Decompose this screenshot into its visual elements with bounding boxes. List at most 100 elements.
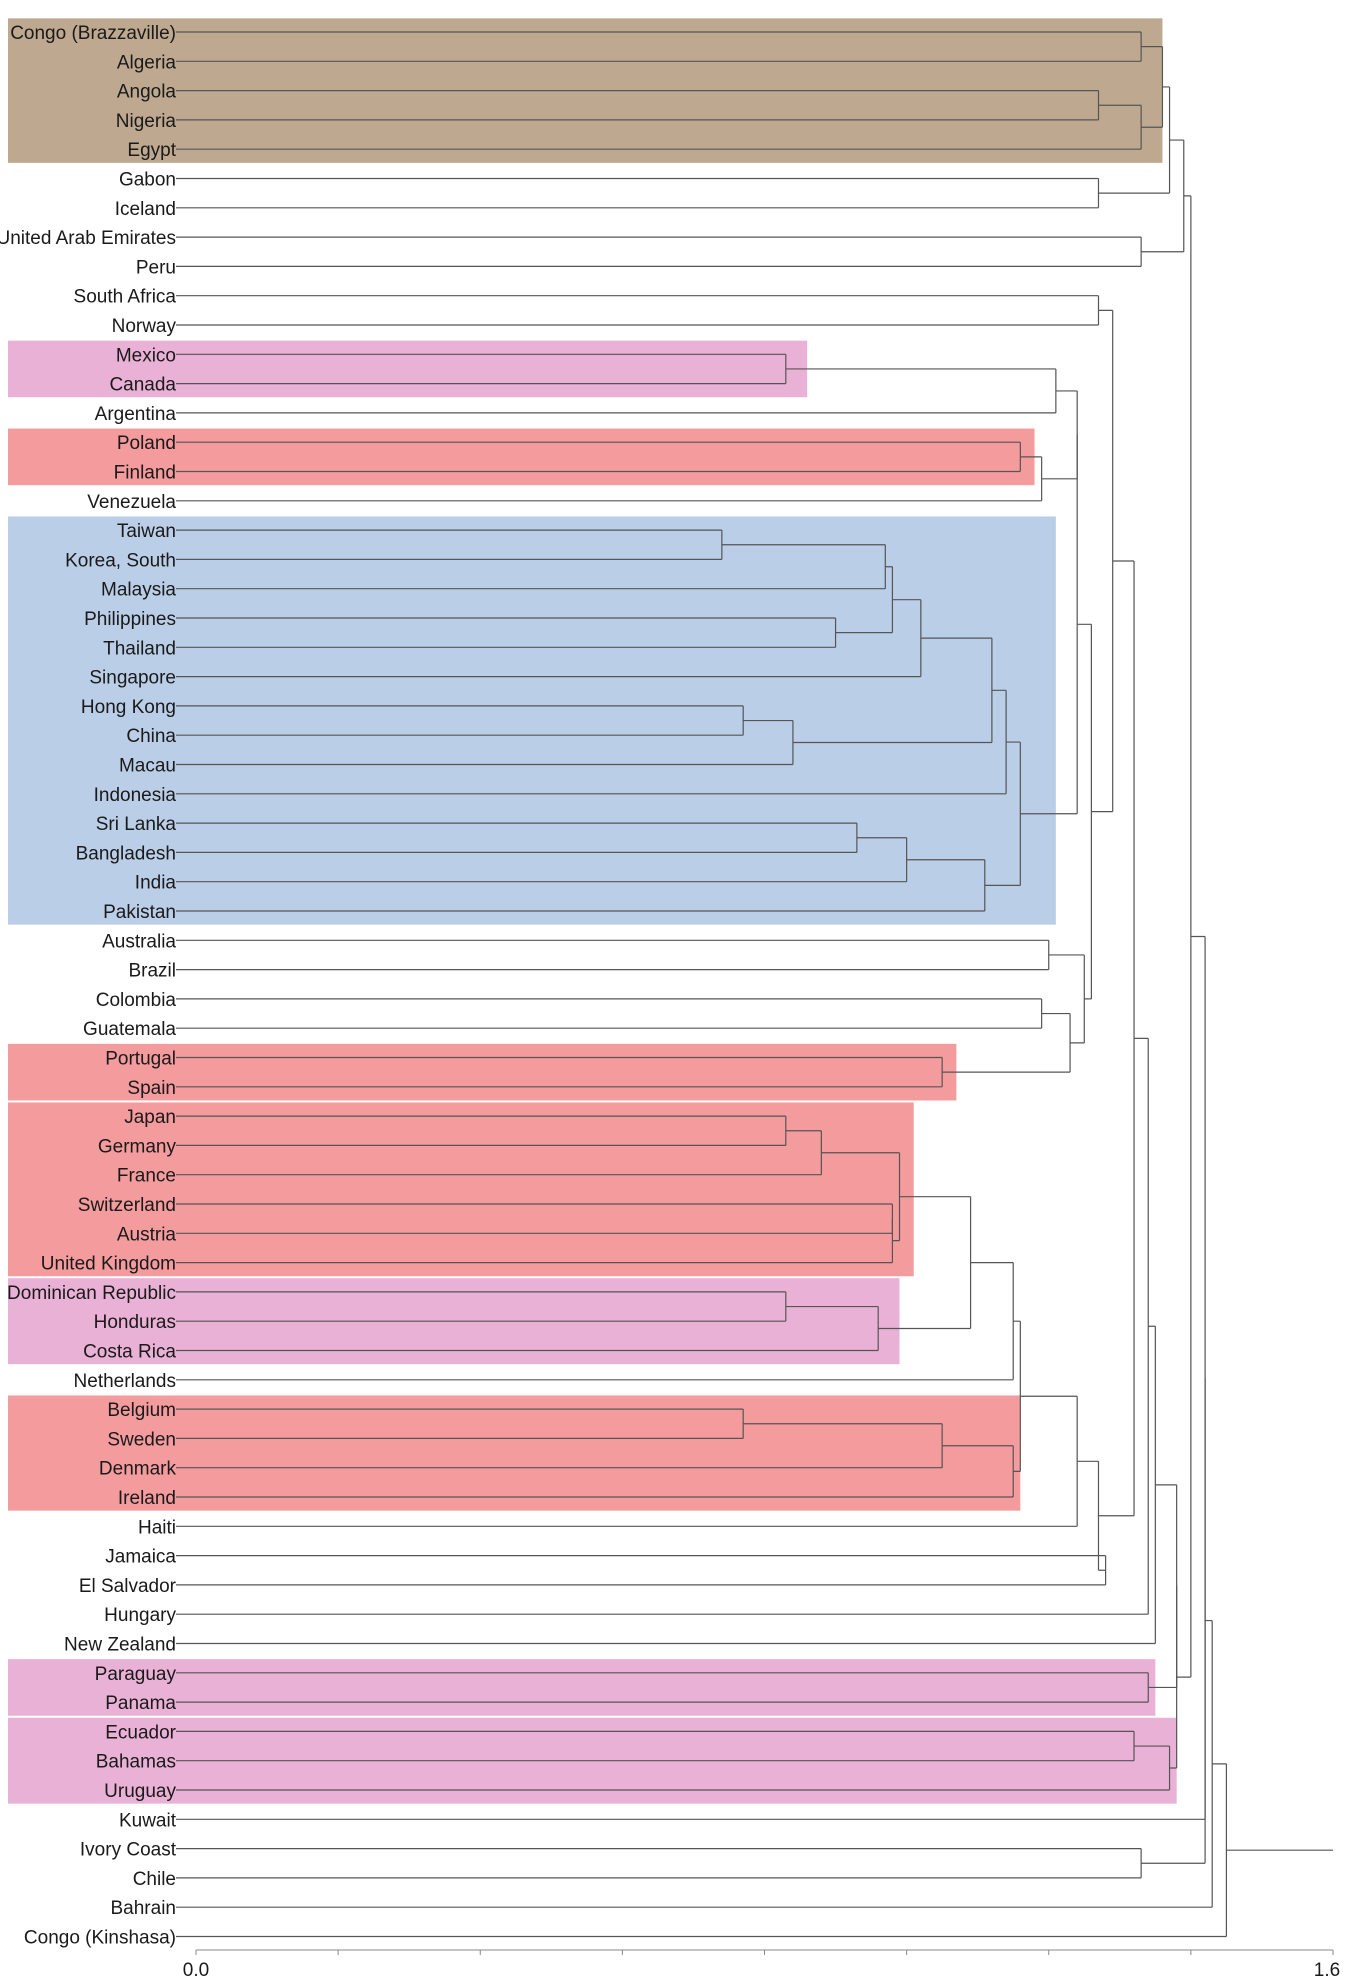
merge-link [1148,1484,1178,1689]
leaf-label: Norway [112,316,177,337]
merge-link [1176,195,1192,1678]
leaf-label: South Africa [74,287,177,308]
leaf-label: United Kingdom [41,1254,176,1275]
highlight-band-red [8,1395,1021,1511]
highlight-bands [8,18,1177,1804]
merge-link [970,1262,1014,1380]
leaf-label: Ecuador [105,1722,176,1743]
leaf-label: Portugal [105,1049,176,1070]
leaf-label: Finland [114,463,176,484]
merge-link [1134,1037,1149,1615]
leaf-label: Spain [127,1078,176,1099]
merge-link [1077,1460,1106,1571]
leaf-label: Angola [117,82,177,103]
leaf-label: Kuwait [119,1810,177,1831]
leaf-label: Honduras [94,1312,176,1333]
merge-link [1212,1763,1228,1937]
leaf-label: Argentina [95,404,177,425]
leaf-label: Guatemala [83,1019,176,1040]
leaf-label: Pakistan [103,902,176,923]
leaf-label: Chile [133,1869,176,1890]
x-tick-label-start: 0.0 [183,1960,209,1980]
merge-link [1020,456,1043,501]
leaf-label: Singapore [89,668,176,689]
leaf-label: Paraguay [95,1664,177,1685]
merge-link [1020,1395,1078,1527]
merge-link [991,689,1007,794]
leaf-label: Korea, South [65,550,176,571]
merge-link [835,566,894,634]
highlight-band-red [8,428,1035,486]
leaf-label: Bahrain [111,1898,177,1919]
leaf-label: Canada [109,375,176,396]
x-tick-label-end: 1.6 [1314,1960,1340,1980]
leaf-label: Taiwan [117,521,176,542]
leaf-label: Congo (Brazzaville) [10,23,176,44]
leaf-label: Macau [119,756,176,777]
merge-link [1098,560,1135,1517]
leaf-label: Bahamas [96,1752,176,1773]
highlight-band-pink [8,340,808,398]
leaf-label: Philippines [84,609,176,630]
merge-link [1169,1586,1178,1769]
merge-link [1091,309,1114,813]
leaf-label: Germany [98,1136,177,1157]
merge-link [942,1012,1071,1073]
leaf-label: Mexico [116,345,176,366]
leaf-branches [176,31,1227,1938]
merge-link [878,1196,972,1330]
merge-link [785,368,1057,413]
leaf-label: Japan [124,1107,176,1128]
leaf-label: China [126,726,176,747]
leaf-label: Belgium [107,1400,176,1421]
leaf-label: Malaysia [101,580,176,601]
leaf-label: Egypt [127,140,176,161]
leaf-label: Jamaica [105,1547,176,1568]
leaf-label: Indonesia [94,785,177,806]
leaf-label: Ireland [118,1488,176,1509]
merge-link [1041,390,1078,480]
merge-link [1148,1325,1156,1644]
leaf-label: Netherlands [74,1371,176,1392]
leaf-label: Colombia [96,990,177,1011]
leaf-label: Sweden [107,1429,176,1450]
merge-link [1190,935,1206,1820]
highlight-band-pink [8,1659,1156,1716]
leaf-label: Switzerland [78,1195,176,1216]
leaf-label: India [135,873,177,894]
leaf-label: Venezuela [87,492,176,513]
x-axis: 0.0 1.6 [183,1949,1340,1980]
leaf-label: Uruguay [104,1781,176,1802]
leaf-label: Ivory Coast [80,1840,177,1861]
leaf-label: New Zealand [64,1635,176,1656]
highlight-band-red [8,1043,957,1101]
leaf-label: Austria [117,1224,177,1245]
merge-link [1048,954,1085,1044]
leaf-label: Peru [136,257,176,278]
merge-link [1077,623,1092,1000]
leaf-label: Sri Lanka [96,814,177,835]
leaf-label: Iceland [115,199,176,220]
highlight-band-blue [8,516,1056,925]
leaf-label: Hong Kong [81,697,176,718]
leaf-label: Brazil [128,961,176,982]
leaf-label: El Salvador [79,1576,177,1597]
cluster-links [721,32,1333,1937]
leaf-label: Congo (Kinshasa) [24,1928,176,1949]
leaf-label: Dominican Republic [7,1283,176,1304]
leaf-label: Bangladesh [76,843,176,864]
leaf-label: Hungary [104,1605,176,1626]
leaf-label: Australia [102,931,176,952]
merge-link [1098,104,1142,150]
highlight-band-red [8,1102,914,1277]
leaf-label: Nigeria [116,111,177,132]
leaf-label: Denmark [99,1459,177,1480]
leaf-label: Thailand [103,638,176,659]
leaf-label: Gabon [119,170,176,191]
merge-link [743,1423,943,1468]
merge-link [1205,1619,1213,1908]
leaf-label: Poland [117,433,176,454]
leaf-label: Algeria [117,52,177,73]
leaf-label: Panama [105,1693,176,1714]
